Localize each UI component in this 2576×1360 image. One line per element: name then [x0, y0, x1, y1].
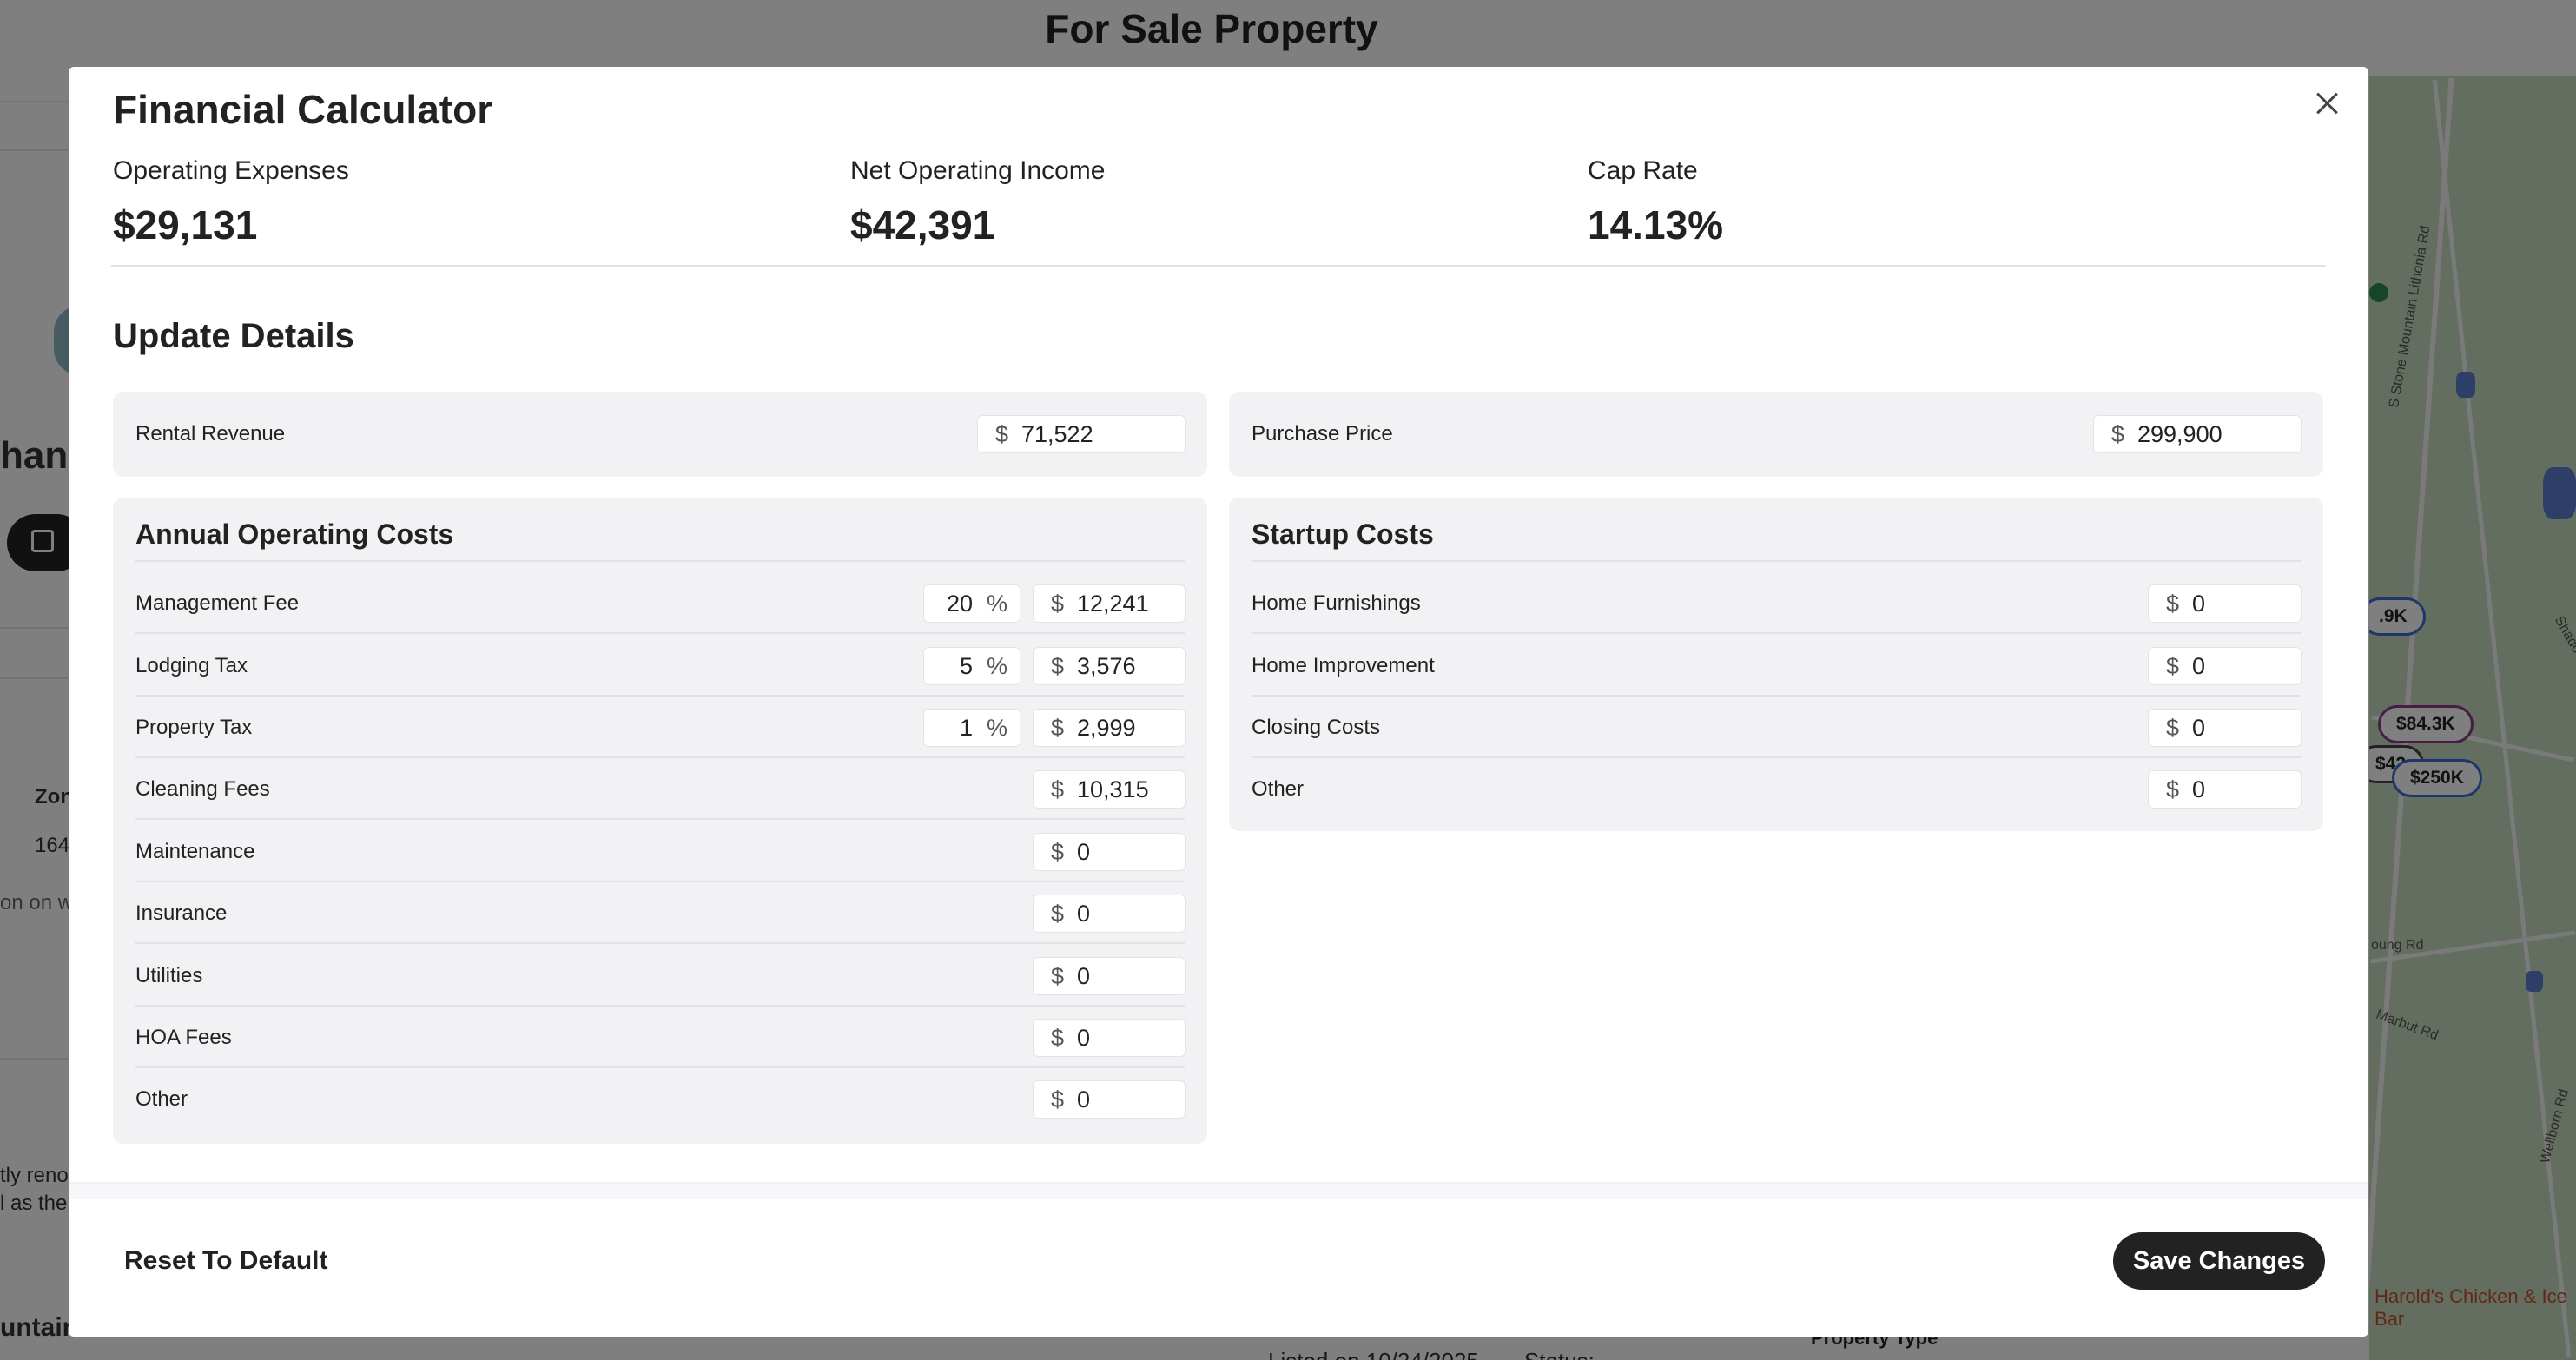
metric-operating-expenses: Operating Expenses $29,131 [113, 156, 349, 248]
row-divider [135, 1066, 1185, 1068]
maintenance-label: Maintenance [135, 840, 255, 863]
row-divider [135, 1005, 1185, 1007]
home-furnishings-label: Home Furnishings [1252, 591, 1421, 615]
utilities-amount-input[interactable]: $0 [1033, 957, 1186, 995]
purchase-price-input[interactable]: $ 299,900 [2093, 415, 2302, 453]
metric-label: Cap Rate [1588, 156, 1698, 185]
rental-revenue-label: Rental Revenue [135, 422, 286, 446]
metric-net-operating-income: Net Operating Income $42,391 [850, 156, 1105, 248]
metric-cap-rate: Cap Rate 14.13% [1588, 156, 1723, 248]
rental-revenue-input[interactable]: $ 71,522 [977, 415, 1186, 453]
startup-costs-card: Startup Costs Home Furnishings $0 Home I… [1229, 498, 2323, 831]
metrics-divider [111, 265, 2326, 267]
other-startup-input[interactable]: $0 [2148, 770, 2302, 809]
insurance-label: Insurance [135, 901, 228, 925]
close-icon[interactable] [2309, 86, 2344, 121]
management-fee-percent-input[interactable]: 20% [923, 584, 1020, 623]
lodging-tax-amount-input[interactable]: $3,576 [1033, 647, 1186, 685]
home-improvement-input[interactable]: $0 [2148, 647, 2302, 685]
home-furnishings-input[interactable]: $0 [2148, 584, 2302, 623]
lodging-tax-percent-input[interactable]: 5% [923, 647, 1020, 685]
property-tax-label: Property Tax [135, 716, 253, 739]
other-operating-label: Other [135, 1087, 188, 1111]
row-divider [135, 560, 1185, 562]
closing-costs-input[interactable]: $0 [2148, 709, 2302, 747]
row-divider [135, 756, 1185, 758]
hoa-fees-label: HOA Fees [135, 1026, 232, 1049]
home-improvement-label: Home Improvement [1252, 654, 1435, 677]
hoa-fees-amount-input[interactable]: $0 [1033, 1019, 1186, 1057]
metric-value: $29,131 [113, 202, 258, 248]
management-fee-amount-input[interactable]: $12,241 [1033, 584, 1186, 623]
row-divider [1252, 695, 2301, 697]
lodging-tax-label: Lodging Tax [135, 654, 248, 677]
modal-title: Financial Calculator [113, 87, 493, 132]
insurance-amount-input[interactable]: $0 [1033, 895, 1186, 933]
financial-calculator-modal: Financial Calculator Operating Expenses … [69, 67, 2368, 1337]
update-details-title: Update Details [113, 317, 354, 355]
reset-to-default-button[interactable]: Reset To Default [124, 1246, 328, 1275]
property-tax-amount-input[interactable]: $2,999 [1033, 709, 1186, 747]
metric-label: Operating Expenses [113, 156, 349, 185]
save-changes-button[interactable]: Save Changes [2113, 1232, 2325, 1290]
row-divider [135, 881, 1185, 882]
row-divider [135, 818, 1185, 820]
annual-operating-costs-title: Annual Operating Costs [135, 518, 454, 550]
footer-divider [69, 1182, 2368, 1184]
row-divider [1252, 756, 2301, 758]
cleaning-fees-amount-input[interactable]: $10,315 [1033, 770, 1186, 809]
row-divider [1252, 632, 2301, 634]
annual-operating-costs-card: Annual Operating Costs Management Fee 20… [113, 498, 1207, 1144]
other-startup-label: Other [1252, 777, 1305, 801]
management-fee-label: Management Fee [135, 591, 300, 615]
row-divider [135, 695, 1185, 697]
other-operating-amount-input[interactable]: $0 [1033, 1080, 1186, 1119]
footer-shadow [69, 1184, 2368, 1199]
cleaning-fees-label: Cleaning Fees [135, 777, 270, 801]
closing-costs-label: Closing Costs [1252, 716, 1381, 739]
row-divider [135, 632, 1185, 634]
purchase-price-card: Purchase Price $ 299,900 [1229, 392, 2323, 477]
metric-label: Net Operating Income [850, 156, 1106, 185]
purchase-price-label: Purchase Price [1252, 422, 1393, 446]
maintenance-amount-input[interactable]: $0 [1033, 833, 1186, 871]
startup-costs-title: Startup Costs [1252, 518, 1434, 550]
row-divider [135, 942, 1185, 944]
rental-revenue-card: Rental Revenue $ 71,522 [113, 392, 1207, 477]
metric-value: $42,391 [850, 202, 995, 248]
row-divider [1252, 560, 2301, 562]
metric-value: 14.13% [1588, 202, 1724, 248]
property-tax-percent-input[interactable]: 1% [923, 709, 1020, 747]
utilities-label: Utilities [135, 964, 203, 987]
